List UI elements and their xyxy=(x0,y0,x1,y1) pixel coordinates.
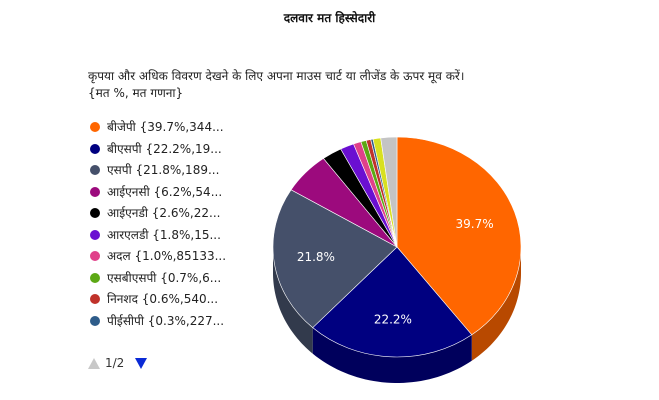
pie-slices[interactable] xyxy=(272,136,522,358)
hover-hint: कृपया और अधिक विवरण देखने के लिए अपना मा… xyxy=(88,68,464,102)
legend-swatch xyxy=(90,272,100,283)
legend-label: पीईसीपी {0.3%,227... xyxy=(107,313,225,328)
legend-label: बीजेपी {39.7%,344... xyxy=(107,120,224,134)
legend-swatch xyxy=(90,315,100,326)
legend-swatch xyxy=(90,294,100,304)
pie-side-walls xyxy=(273,247,521,383)
hint-line-1: कृपया और अधिक विवरण देखने के लिए अपना मा… xyxy=(88,69,465,83)
pie-label-एसपी: 21.8% xyxy=(297,250,335,264)
page-indicator: 1/2 xyxy=(105,356,125,370)
legend-label: आरएलडी {1.8%,15... xyxy=(107,227,221,242)
legend-label: एसबीएसपी {0.7%,6... xyxy=(107,270,222,285)
page-down-arrow-icon[interactable] xyxy=(135,358,147,369)
legend-swatch xyxy=(90,186,100,197)
legend-label: निनशद {0.6%,540... xyxy=(107,292,219,306)
chart-title: दलवार मत हिस्सेदारी xyxy=(283,11,376,25)
page-up-arrow-icon xyxy=(88,358,100,369)
legend-swatch xyxy=(90,165,100,175)
pie-slice-एसपी[interactable] xyxy=(272,189,398,329)
legend-swatch xyxy=(90,122,100,132)
legend-label: आईएनडी {2.6%,22... xyxy=(107,206,221,220)
legend-label: आईएनसी {6.2%,54... xyxy=(107,184,223,199)
legend-label: एसपी {21.8%,189... xyxy=(107,163,220,177)
legend-label: बीएसपी {22.2%,19... xyxy=(107,141,222,156)
pie-slice-बीजेपी[interactable] xyxy=(396,136,522,336)
legend-label: अदल {1.0%,85133... xyxy=(107,249,227,263)
pie-side-बीजेपी xyxy=(471,247,521,361)
legend-swatch xyxy=(90,143,100,154)
pie-data-labels: 39.7% 22.2% 21.8% xyxy=(297,217,494,327)
hint-line-2: {मत %, मत गणना} xyxy=(88,86,184,100)
pie-label-बीएसपी: 22.2% xyxy=(374,313,412,327)
legend-swatch xyxy=(90,251,100,261)
legend-swatch xyxy=(90,208,100,218)
pie-slice-other[interactable] xyxy=(380,136,398,248)
pie-side-एसपी xyxy=(273,247,313,354)
pie-slice-बीएसपी[interactable] xyxy=(312,246,473,358)
pie-side-बीएसपी xyxy=(312,327,472,383)
legend-swatch xyxy=(90,229,100,240)
pie-label-बीजेपी: 39.7% xyxy=(456,217,494,231)
